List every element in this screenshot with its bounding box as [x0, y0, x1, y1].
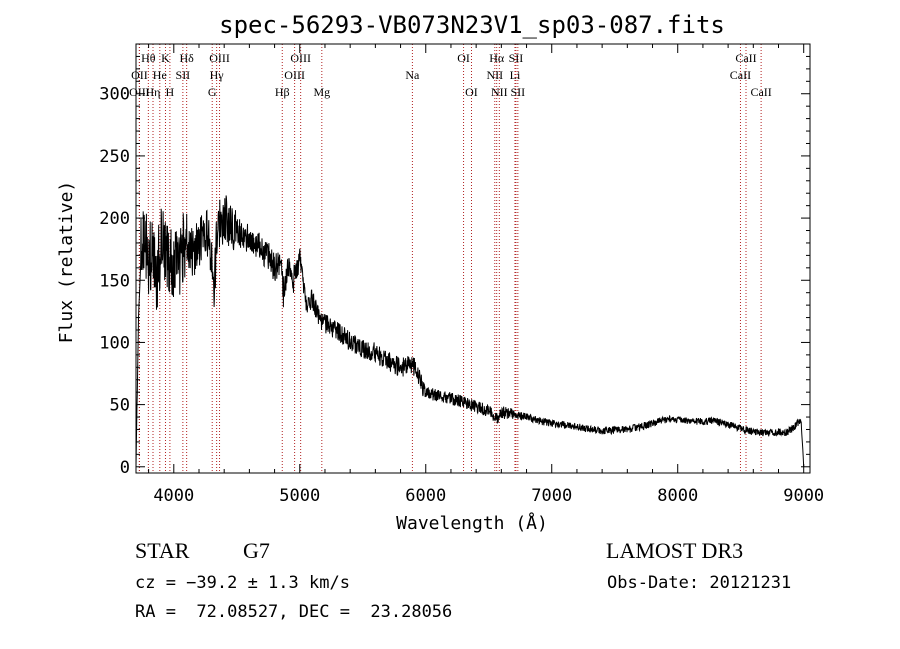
line-label: CaII [735, 51, 756, 65]
line-label: Hβ [275, 85, 290, 99]
axis-tick-labels: 4000 5000 6000 7000 8000 9000 0 50 100 150 200 250 3… [99, 85, 824, 506]
line-label: Hα [489, 51, 505, 65]
redshift-velocity: cz = −39.2 ± 1.3 km/s [135, 573, 350, 593]
line-label: OIII [284, 68, 305, 82]
line-label: H [166, 85, 175, 99]
x-tick-label: 6000 [405, 486, 446, 506]
line-label: CaII [730, 68, 751, 82]
line-label: Hη [146, 85, 161, 99]
line-label: Hθ [141, 51, 156, 65]
object-class: STAR [135, 538, 190, 563]
line-label: OIII [209, 51, 230, 65]
y-axis-label: Flux (relative) [56, 181, 77, 344]
line-label: OI [465, 85, 478, 99]
plot-frame [135, 43, 811, 474]
chart-title: spec-56293-VB073N23V1_sp03-087.fits [219, 11, 725, 39]
observation-date: Obs-Date: 20121231 [607, 573, 792, 593]
line-label: NII [486, 68, 503, 82]
line-label: SII [176, 68, 191, 82]
survey-name: LAMOST DR3 [606, 538, 744, 563]
y-tick-label: 0 [120, 458, 130, 478]
line-label: He [153, 68, 167, 82]
line-label: G [208, 85, 217, 99]
x-tick-label: 4000 [153, 486, 194, 506]
y-tick-label: 50 [110, 396, 130, 416]
line-markers [138, 44, 762, 473]
spectrum-line [135, 195, 805, 467]
x-axis-label: Wavelength (Å) [396, 512, 548, 534]
x-tick-label: 9000 [783, 486, 824, 506]
x-tick-label: 5000 [279, 486, 320, 506]
line-label: OI [457, 51, 470, 65]
line-label: K [161, 51, 170, 65]
y-tick-label: 150 [99, 271, 130, 291]
line-label: Mg [313, 85, 330, 99]
line-label: Hγ [210, 68, 225, 82]
x-tick-label: 7000 [531, 486, 572, 506]
y-tick-label: 250 [99, 147, 130, 167]
line-label: OII [131, 68, 148, 82]
line-label: Li [510, 68, 521, 82]
line-label: Na [405, 68, 420, 82]
y-tick-label: 300 [99, 85, 130, 105]
line-label: OIII [129, 85, 150, 99]
line-label: OIII [290, 51, 311, 65]
line-label: SII [509, 51, 524, 65]
line-label: Hδ [179, 51, 194, 65]
line-label: NII [491, 85, 508, 99]
line-label: SII [511, 85, 526, 99]
x-tick-label: 8000 [657, 486, 698, 506]
y-tick-label: 100 [99, 333, 130, 353]
axis-ticks [136, 44, 810, 473]
spectral-subclass: G7 [243, 538, 270, 563]
ra-dec-coordinates: RA = 72.08527, DEC = 23.28056 [135, 602, 453, 622]
line-label: CaII [750, 85, 771, 99]
y-tick-label: 200 [99, 209, 130, 229]
